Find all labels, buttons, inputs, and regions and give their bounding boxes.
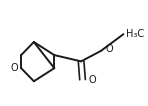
Text: O: O bbox=[105, 44, 113, 54]
Text: O: O bbox=[88, 75, 96, 85]
Text: O: O bbox=[10, 63, 18, 73]
Text: H₃C: H₃C bbox=[126, 29, 144, 39]
